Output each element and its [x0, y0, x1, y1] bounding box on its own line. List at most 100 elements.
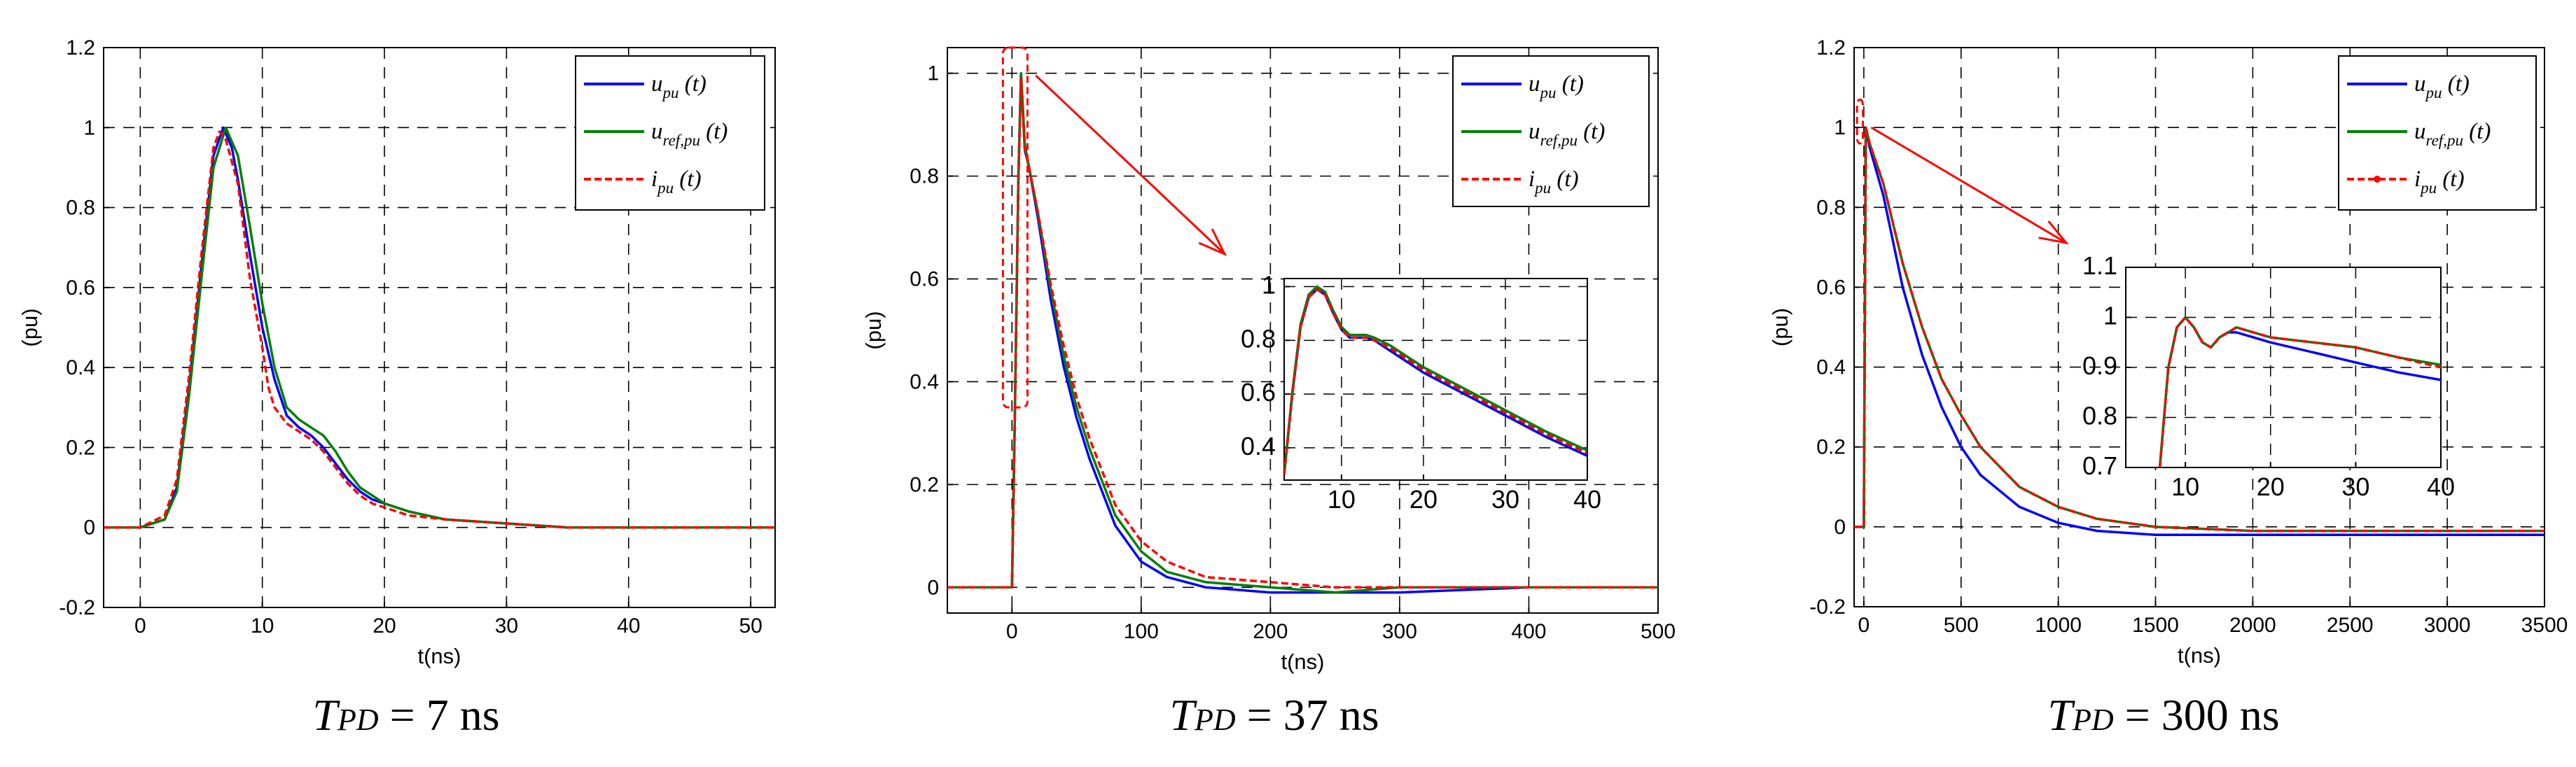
axes-frame	[947, 47, 1659, 614]
x-tick-label: 20	[373, 614, 396, 638]
y-tick-label: 0	[83, 516, 95, 540]
legend-subscript: pu	[1539, 84, 1557, 101]
series-line-u-ref-pu	[1284, 285, 1587, 475]
legend-base: u	[2414, 119, 2426, 144]
y-tick-label: -0.2	[59, 596, 95, 619]
caption-value: = 300 ns	[2113, 690, 2280, 740]
legend-base: u	[1529, 71, 1540, 97]
y-tick-label: 0.8	[1816, 196, 1846, 219]
caption-panel-3: TPD = 300 ns	[1884, 689, 2444, 741]
legend-tail: (t)	[1551, 167, 1578, 192]
legend-label: uref,pu (t)	[651, 119, 727, 149]
zoom-arrow-head	[2038, 220, 2069, 245]
series-line-u-ref-pu	[1854, 126, 2544, 533]
y-tick-label: 0.9	[2082, 351, 2117, 380]
inset-chart: 10 20 30 40 0.4 0.6 0.8 1	[1241, 271, 1601, 514]
y-tick-label: 0.2	[1816, 436, 1846, 459]
x-tick-label: 200	[1253, 620, 1288, 643]
x-tick-label: 1000	[2035, 614, 2082, 637]
y-tick-label: 1	[927, 62, 939, 85]
series-line-i-pu	[1284, 288, 1587, 475]
caption-panel-1: TPD = 7 ns	[126, 689, 686, 741]
y-tick-label: 1.2	[66, 36, 95, 59]
y-tick-label: 1.1	[2082, 251, 2117, 280]
legend-base: i	[2414, 167, 2421, 192]
x-tick-label: 0	[134, 614, 146, 638]
caption-subscript: PD	[1194, 703, 1236, 737]
legend-subscript: pu	[662, 84, 679, 101]
y-tick-label: 0.4	[1816, 356, 1846, 379]
legend-tail: (t)	[674, 167, 701, 192]
legend-label: ipu (t)	[651, 167, 702, 197]
y-tick-label: 0.6	[1241, 378, 1276, 407]
series-line-i-pu	[104, 130, 775, 529]
x-tick-label: 3000	[2424, 614, 2471, 637]
legend-base: u	[651, 71, 663, 97]
y-tick-label: -0.2	[1809, 596, 1846, 619]
legend-label: upu (t)	[1529, 71, 1584, 101]
axes-frame	[1853, 47, 2545, 607]
x-tick-label: 10	[1328, 485, 1356, 514]
y-tick-label: 0.8	[2082, 402, 2117, 430]
x-tick-label: 20	[1409, 485, 1437, 514]
y-tick-label: 0.4	[1241, 432, 1276, 460]
legend-base: u	[2414, 71, 2426, 97]
legend-subscript: ref,pu	[663, 132, 700, 149]
legend-label: ipu (t)	[1529, 167, 1579, 197]
x-tick-label: 100	[1124, 620, 1159, 643]
x-tick-label: 40	[1573, 485, 1601, 514]
inset-frame	[1283, 278, 1588, 481]
legend-base: i	[651, 167, 657, 192]
x-tick-label: 500	[1641, 620, 1676, 643]
x-tick-label: 2500	[2327, 614, 2374, 637]
x-axis-label: t(ns)	[1281, 649, 1325, 674]
y-tick-label: 0	[1834, 516, 1846, 539]
y-tick-label: 0.8	[66, 197, 95, 220]
x-tick-label: 30	[1491, 485, 1519, 514]
caption-symbol: T	[312, 690, 337, 740]
zoom-arrow-head	[1198, 228, 1227, 257]
zoom-region-box	[1001, 46, 1029, 409]
legend-label: uref,pu (t)	[1529, 119, 1605, 149]
legend-subscript: pu	[2425, 84, 2442, 101]
inset-chart: 10 20 30 40 0.7 0.8 0.9 1 1.1	[2082, 251, 2455, 501]
y-axis-label: (pu)	[18, 308, 42, 346]
legend-label: upu (t)	[651, 71, 706, 101]
zoom-arrow-line	[1870, 126, 2067, 244]
legend-tail: (t)	[2442, 71, 2470, 97]
x-tick-label: 0	[1858, 614, 1870, 637]
x-tick-label: 30	[2341, 472, 2369, 501]
legend-base: i	[1529, 167, 1535, 192]
x-tick-label: 500	[1944, 614, 1979, 637]
legend-base: u	[651, 119, 663, 144]
x-tick-label: 400	[1511, 620, 1546, 643]
legend-tail: (t)	[1578, 119, 1605, 144]
y-tick-label: 1	[1262, 271, 1276, 300]
x-tick-label: 50	[739, 614, 762, 638]
series-line-i-pu	[2158, 316, 2441, 467]
legend-tail: (t)	[679, 71, 706, 97]
axes-frame	[103, 47, 776, 608]
legend-label: ipu (t)	[2414, 167, 2465, 197]
zoom-region-box	[1856, 98, 1864, 145]
y-tick-label: 0.8	[910, 165, 939, 188]
legend-tail: (t)	[700, 119, 727, 144]
y-tick-label: 0	[927, 576, 939, 599]
legend-subscript: pu	[2419, 179, 2437, 197]
y-axis-label: (pu)	[1768, 308, 1792, 346]
legend-tail: (t)	[1557, 71, 1584, 97]
x-tick-label: 2000	[2229, 614, 2276, 637]
legend-subscript: ref,pu	[2426, 132, 2463, 149]
caption-panel-2: TPD = 37 ns	[994, 689, 1554, 741]
legend-subscript: pu	[656, 179, 674, 197]
legend-label: uref,pu (t)	[2414, 119, 2491, 149]
x-tick-label: 30	[495, 614, 518, 638]
y-tick-label: 0.6	[910, 268, 939, 291]
x-tick-label: 10	[2171, 472, 2199, 501]
x-axis-label: t(ns)	[418, 644, 461, 668]
y-axis-label: (pu)	[861, 311, 886, 349]
zoom-arrow-line	[1035, 74, 1226, 255]
